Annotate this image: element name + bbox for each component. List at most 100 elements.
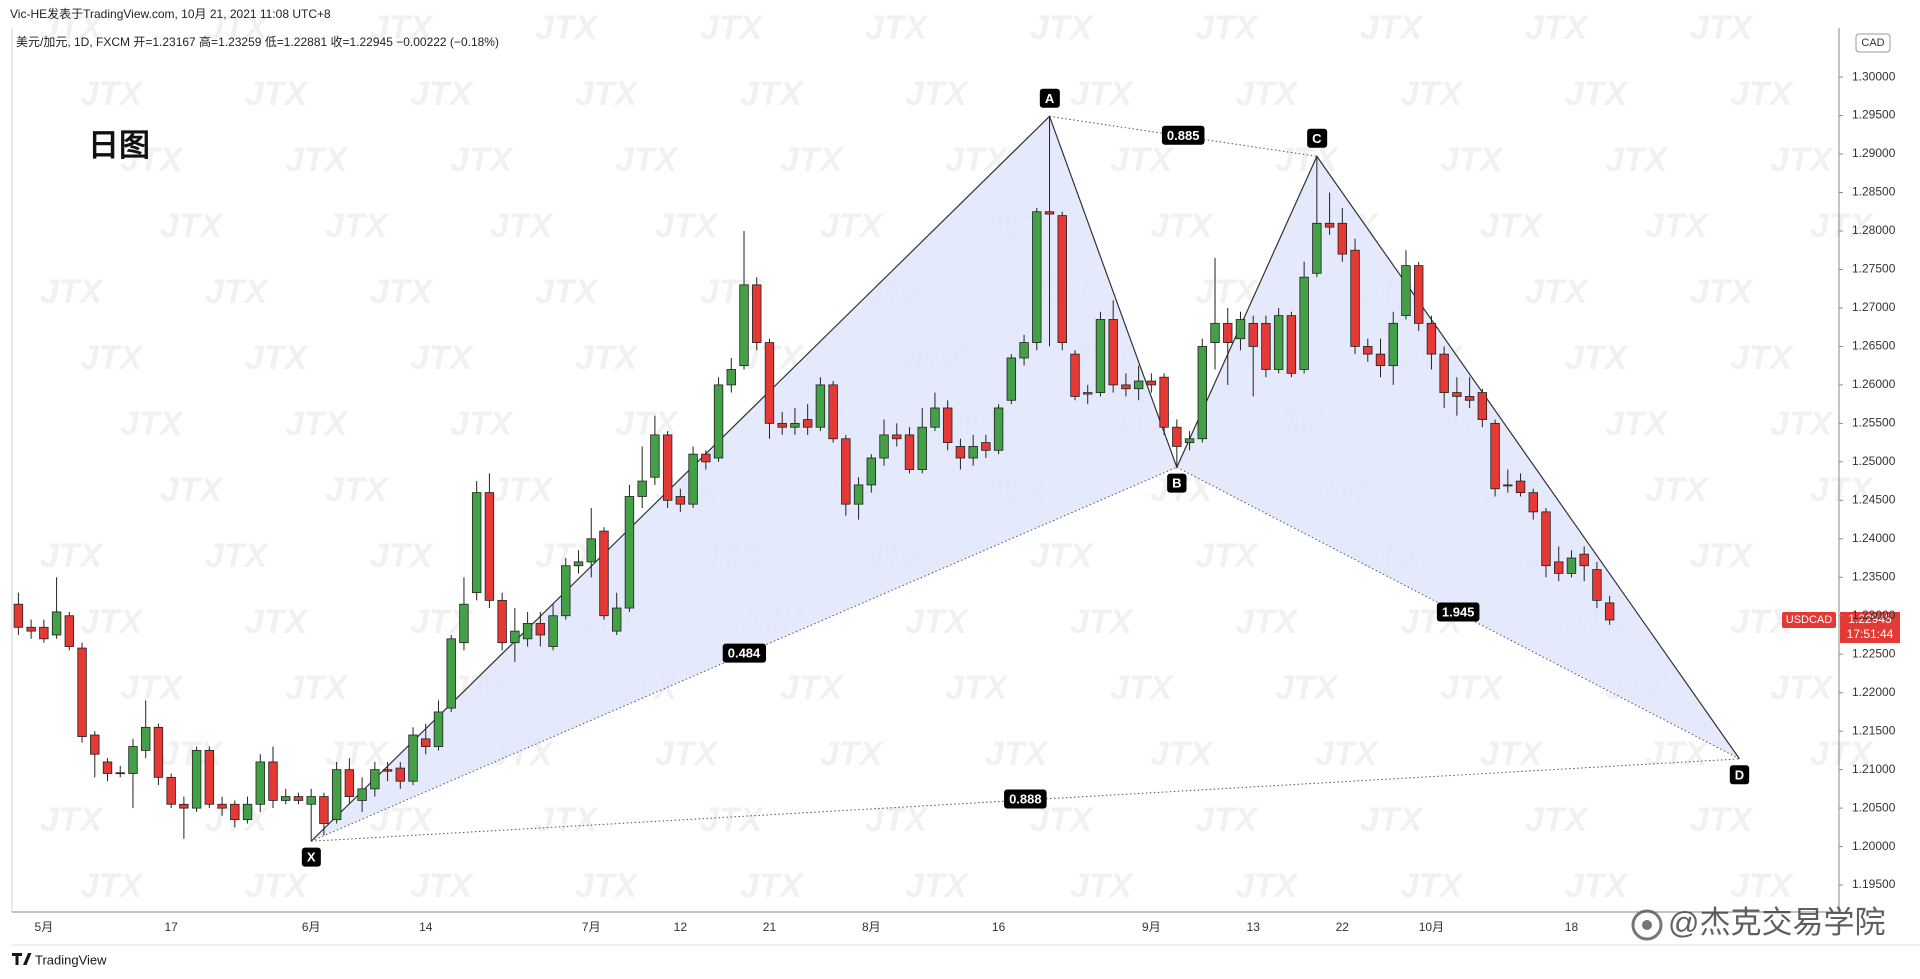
candle-body [1133, 380, 1144, 390]
y-tick-label: 1.22000 [1852, 685, 1896, 699]
countdown: 17:51:44 [1847, 627, 1894, 641]
candle-body [968, 446, 978, 459]
x-tick-label: 5月 [35, 920, 54, 934]
candle-body [1248, 322, 1258, 347]
candle-body [1490, 422, 1500, 490]
candle-body [726, 369, 736, 386]
candle-body [612, 607, 622, 632]
candle-body [1363, 346, 1373, 355]
credit: @杰克交易学院 [1668, 905, 1885, 940]
candle-body [624, 496, 635, 609]
watermark: JTX [80, 603, 145, 641]
watermark: JTX [1690, 801, 1755, 839]
brand: TradingView [35, 952, 107, 967]
candle-body [242, 803, 253, 821]
pattern-point-label-box [1167, 473, 1187, 493]
candle-body [815, 384, 826, 428]
candle-body [39, 626, 49, 640]
pattern-ratio-label: 1.945 [1442, 604, 1475, 619]
watermark: JTX [1440, 141, 1505, 179]
candle-body [892, 434, 902, 440]
candle-body [26, 626, 36, 632]
x-tick-label: 21 [763, 920, 777, 934]
watermark: JTX [820, 207, 885, 245]
watermark: JTX [700, 9, 765, 47]
pattern-point-label: D [1735, 767, 1744, 782]
pattern-point-label: X [307, 850, 316, 865]
y-tick-label: 1.26500 [1852, 339, 1896, 353]
symbol-tag [1782, 611, 1836, 628]
pattern-ratio-line [311, 758, 1740, 842]
candle-body [650, 434, 660, 478]
watermark: JTX [245, 603, 310, 641]
x-tick-label: 8月 [862, 920, 881, 934]
credit-icon-dot [1642, 920, 1652, 930]
watermark: JTX [1195, 273, 1260, 311]
candle-body [77, 647, 87, 737]
x-tick-label: 6月 [302, 920, 321, 934]
watermark: JTX [370, 9, 435, 47]
watermark: JTX [1810, 207, 1875, 245]
watermark: JTX [1605, 405, 1670, 443]
watermark: JTX [1110, 141, 1175, 179]
watermark: JTX [905, 603, 970, 641]
candle-body [548, 615, 558, 647]
watermark: JTX [325, 207, 390, 245]
candle-body [370, 769, 380, 790]
candle-body [790, 422, 800, 428]
x-tick-label: 7月 [582, 920, 601, 934]
pattern-point-label: A [1045, 91, 1055, 106]
watermark: JTX [1480, 735, 1545, 773]
y-tick-label: 1.24500 [1852, 492, 1896, 506]
watermark: JTX [1480, 207, 1545, 245]
watermark: JTX [1690, 9, 1755, 47]
watermark: JTX [1565, 339, 1630, 377]
watermark: JTX [1525, 9, 1590, 47]
candle-body [230, 803, 240, 821]
candle-body [255, 761, 265, 805]
candle-body [319, 796, 329, 824]
candle-body [866, 457, 877, 486]
watermark: JTX [1690, 537, 1755, 575]
candle-body [1070, 353, 1080, 397]
watermark: JTX [120, 405, 185, 443]
candle-body [510, 630, 520, 644]
candle-body [408, 734, 418, 782]
candle-body [853, 484, 864, 505]
watermark: JTX [370, 537, 435, 575]
candle-body [1223, 322, 1233, 343]
y-tick-label: 1.24000 [1852, 531, 1896, 545]
candle-body [102, 761, 113, 774]
candle-body [561, 565, 571, 617]
watermark: JTX [205, 273, 270, 311]
watermark: JTX [370, 273, 435, 311]
candle-body [930, 407, 940, 428]
candle-body [713, 384, 724, 459]
candle-body [739, 284, 749, 367]
candle-body [1235, 319, 1246, 340]
y-tick-label: 1.23500 [1852, 569, 1896, 583]
candle-body [484, 492, 495, 601]
candle-body [1159, 376, 1169, 428]
watermark: JTX [80, 75, 145, 113]
candle-body [701, 453, 711, 463]
watermark: JTX [1770, 405, 1835, 443]
candle-body [90, 734, 100, 755]
candle-body [1184, 438, 1195, 444]
candle-body [1019, 342, 1029, 359]
x-tick-label: 10月 [1419, 920, 1444, 934]
watermark: JTX [1070, 603, 1135, 641]
watermark: JTX [450, 405, 515, 443]
watermark: JTX [905, 75, 970, 113]
watermark: JTX [1070, 75, 1135, 113]
watermark: JTX [80, 339, 145, 377]
candle-body [1095, 319, 1106, 393]
watermark: JTX [905, 867, 970, 905]
candle-body [777, 422, 787, 428]
candle-body [268, 761, 278, 801]
last-price: 1.22945 [1848, 612, 1892, 626]
watermark: JTX [1690, 273, 1755, 311]
candle-body [153, 726, 164, 778]
x-tick-label: 22 [1336, 920, 1350, 934]
watermark: JTX [1235, 75, 1300, 113]
